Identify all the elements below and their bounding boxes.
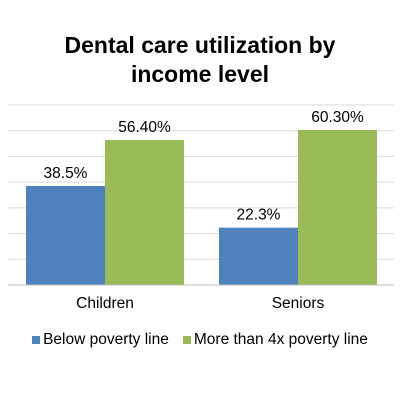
legend-swatch-below-poverty	[32, 336, 41, 344]
bar-children-series-1	[26, 186, 105, 285]
chart-title: Dental care utilization by income level	[0, 31, 400, 89]
legend-label-more-than-4x: More than 4x poverty line	[193, 331, 368, 348]
data-labels: 38.5% 56.40% 22.3% 60.30%	[44, 109, 364, 224]
legend-label-below-poverty: Below poverty line	[43, 331, 169, 348]
legend-entry-more-than-4x: More than 4x poverty line	[182, 331, 368, 349]
legend: Below poverty line More than 4x poverty …	[0, 331, 400, 349]
x-tick-label: Seniors	[272, 295, 325, 312]
data-label: 56.40%	[118, 119, 171, 136]
data-label: 60.30%	[311, 109, 364, 126]
legend-entry-below-poverty: Below poverty line	[32, 331, 169, 349]
chart-title-line-2: income level	[130, 61, 270, 87]
data-label: 22.3%	[237, 207, 281, 224]
x-axis: Children Seniors	[8, 284, 394, 312]
bar-children-series-2	[105, 139, 184, 285]
bar-seniors-series-2	[298, 129, 377, 285]
legend-swatch-more-than-4x	[182, 336, 191, 344]
chart-title-line-1: Dental care utilization by	[64, 32, 336, 58]
data-label: 38.5%	[44, 165, 88, 182]
bar-seniors-series-1	[219, 227, 298, 285]
x-tick-label: Children	[76, 295, 134, 312]
bars	[26, 129, 377, 285]
